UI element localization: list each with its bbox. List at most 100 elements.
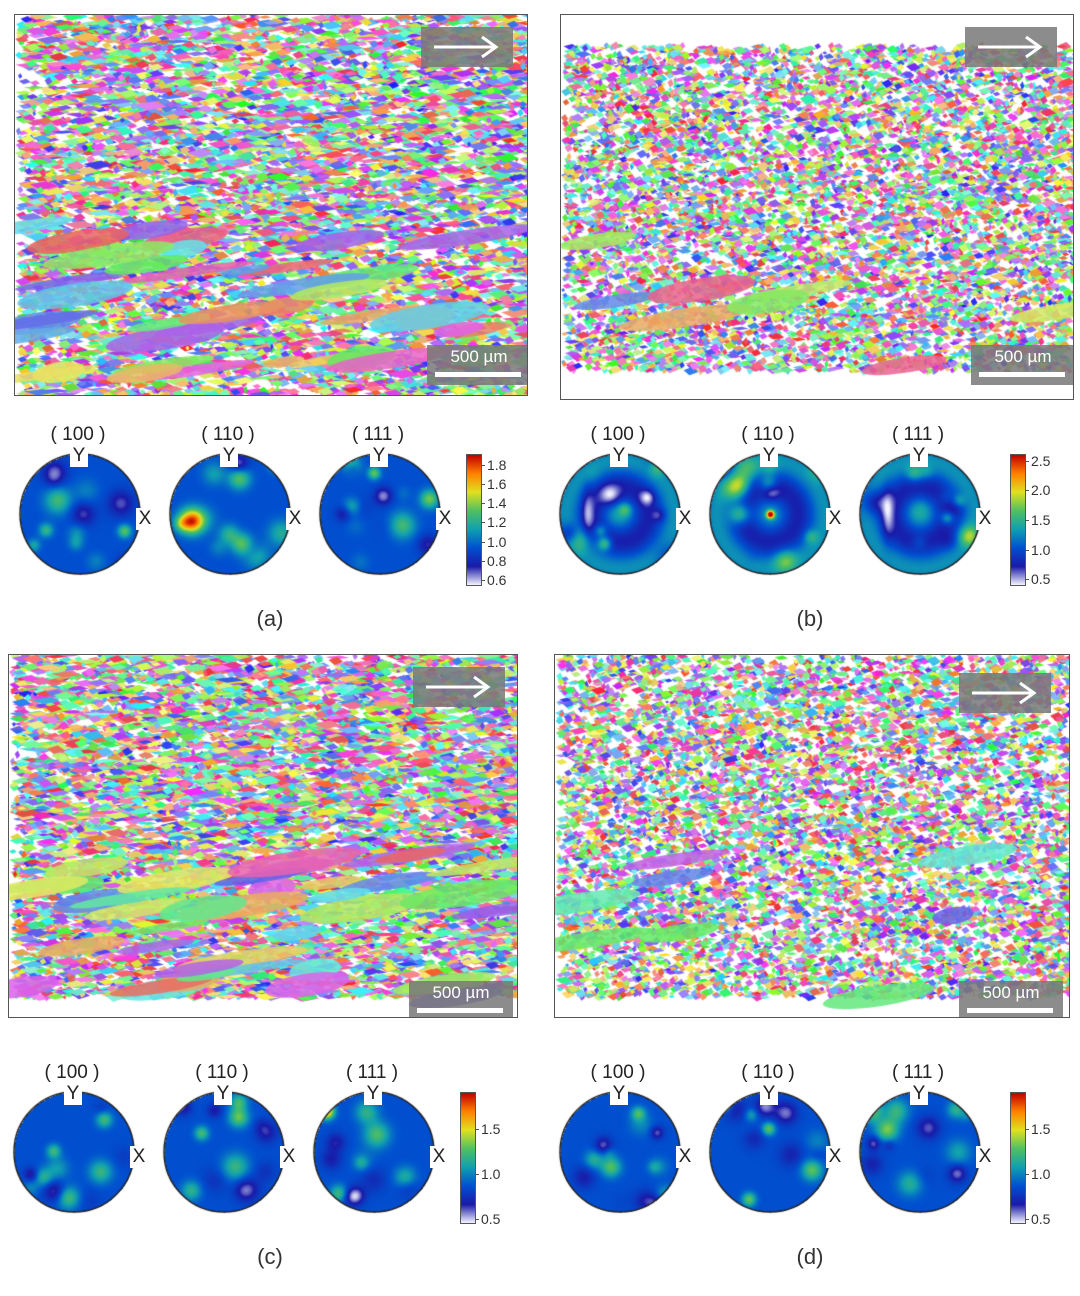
direction-arrow-icon	[965, 27, 1057, 67]
scale-label: 500 µm	[994, 347, 1052, 366]
pole-figure-111: ( 111 ) Y X	[858, 424, 1008, 594]
scale-bar-line	[435, 372, 521, 377]
x-axis-label: X	[976, 508, 994, 530]
grain-map-canvas	[15, 15, 527, 395]
x-axis-label: X	[436, 508, 454, 530]
direction-arrow-icon	[959, 673, 1051, 713]
pole-figure-label: ( 100 )	[590, 424, 646, 445]
scale-bar-line	[417, 1008, 503, 1013]
pole-figure-label: ( 100 )	[590, 1062, 646, 1083]
scale-bar: 500 µm	[427, 345, 527, 385]
scale-label: 500 µm	[982, 983, 1040, 1002]
panel-caption: (d)	[796, 1244, 824, 1269]
colorbar: 2.5 2.0 1.5 1.0 0.5	[1010, 453, 1050, 587]
colorbar-tick-mark	[475, 1128, 479, 1130]
pole-figure-100: ( 100 ) Y X	[12, 1062, 162, 1232]
y-axis-label: Y	[214, 1083, 232, 1105]
colorbar-tick-mark	[475, 1173, 479, 1175]
y-axis-label: Y	[610, 445, 628, 467]
x-axis-label: X	[676, 508, 694, 530]
y-axis-label: Y	[220, 445, 238, 467]
pole-figure-canvas	[558, 1090, 682, 1214]
colorbar-tick-label: 1.4	[487, 495, 507, 512]
colorbar-tick-mark	[481, 560, 485, 562]
colorbar-tick-label: 0.6	[487, 572, 507, 589]
pole-figure-label: ( 100 )	[50, 424, 106, 445]
colorbar-tick-mark	[1025, 1218, 1029, 1220]
y-axis-label: Y	[760, 445, 778, 467]
ebsd-orientation-map: 500 µm	[8, 654, 518, 1018]
pole-figure-label: ( 100 )	[44, 1062, 100, 1083]
y-axis-label: Y	[364, 1083, 382, 1105]
pole-figure-110: ( 110 ) Y X	[708, 424, 858, 594]
y-axis-label: Y	[910, 445, 928, 467]
pole-figure-label: ( 111 )	[891, 424, 945, 445]
pole-figure-canvas	[858, 1090, 982, 1214]
colorbar-tick-mark	[1025, 1173, 1029, 1175]
pole-figure-110: ( 110 ) Y X	[708, 1062, 858, 1232]
colorbar-tick-mark	[1025, 460, 1029, 462]
scale-bar-line	[967, 1008, 1053, 1013]
pole-figure-100: ( 100 ) Y X	[558, 424, 708, 594]
colorbar-tick-label: 1.2	[487, 514, 507, 531]
y-axis-label: Y	[610, 1083, 628, 1105]
panel-caption: (c)	[257, 1244, 283, 1269]
pole-figure-row: ( 100 ) Y X ( 110 ) Y X ( 111 ) Y X 1.5 1…	[558, 1062, 1068, 1242]
colorbar-tick-mark	[481, 503, 485, 505]
pole-figure-row: ( 100 ) Y X ( 110 ) Y X ( 111 ) Y X 1.5 1…	[12, 1062, 528, 1242]
colorbar-tick-label: 1.0	[481, 1165, 501, 1182]
y-axis-label: Y	[370, 445, 388, 467]
pole-figure-label: ( 110 )	[195, 1062, 249, 1083]
x-axis-label: X	[130, 1146, 148, 1168]
x-axis-label: X	[826, 508, 844, 530]
colorbar-tick-mark	[1025, 490, 1029, 492]
x-axis-label: X	[286, 508, 304, 530]
colorbar-tick-label: 1.5	[481, 1120, 501, 1137]
grain-map-canvas	[561, 15, 1073, 399]
x-axis-label: X	[676, 1146, 694, 1168]
panel-c: 500 µm ( 100 ) Y X ( 110 ) Y X ( 111 ) Y…	[0, 648, 540, 1296]
colorbar-tick-label: 2.0	[1031, 482, 1051, 499]
colorbar-tick-label: 1.5	[1031, 512, 1051, 528]
pole-figure-label: ( 111 )	[891, 1062, 945, 1083]
y-axis-label: Y	[760, 1083, 778, 1105]
pole-figure-label: ( 110 )	[741, 424, 795, 445]
colorbar-tick-label: 1.0	[487, 533, 507, 550]
colorbar-tick-label: 0.8	[487, 552, 507, 569]
pole-figure-label: ( 110 )	[741, 1062, 795, 1083]
scale-bar-line	[979, 372, 1065, 377]
pole-figure-canvas	[708, 452, 832, 576]
colorbar-tick-mark	[481, 464, 485, 466]
pole-figure-110: ( 110 ) Y X	[162, 1062, 312, 1232]
pole-figure-100: ( 100 ) Y X	[558, 1062, 708, 1232]
pole-figure-100: ( 100 ) Y X	[18, 424, 168, 594]
colorbar-tick-mark	[1025, 579, 1029, 581]
colorbar-tick-mark	[481, 580, 485, 582]
pole-figure-canvas	[18, 452, 142, 576]
x-axis-label: X	[280, 1146, 298, 1168]
ebsd-orientation-map: 500 µm	[554, 654, 1070, 1018]
x-axis-label: X	[430, 1146, 448, 1168]
panel-b: 500 µm ( 100 ) Y X ( 110 ) Y X ( 111 ) Y…	[540, 0, 1080, 648]
panel-caption: (b)	[796, 606, 824, 631]
colorbar-tick-label: 1.0	[1031, 541, 1051, 558]
pole-figure-label: ( 111 )	[351, 424, 405, 445]
scale-bar: 500 µm	[959, 981, 1063, 1017]
pole-figure-label: ( 111 )	[345, 1062, 399, 1083]
y-axis-label: Y	[910, 1083, 928, 1105]
pole-figure-111: ( 111 ) Y X	[312, 1062, 462, 1232]
pole-figure-canvas	[858, 452, 982, 576]
direction-arrow-icon	[413, 667, 505, 707]
pole-figure-canvas	[318, 452, 442, 576]
colorbar-tick-label: 1.8	[487, 456, 507, 473]
colorbar-tick-mark	[481, 522, 485, 524]
colorbar-tick-label: 1.0	[1031, 1165, 1051, 1182]
pole-figure-canvas	[708, 1090, 832, 1214]
colorbar-tick-label: 1.5	[1031, 1120, 1051, 1137]
scale-label: 500 µm	[450, 347, 508, 366]
pole-figure-canvas	[12, 1090, 136, 1214]
grain-map-canvas	[555, 655, 1069, 1017]
direction-arrow-icon	[421, 27, 513, 67]
pole-figure-canvas	[312, 1090, 436, 1214]
panel-caption: (a)	[256, 606, 284, 631]
